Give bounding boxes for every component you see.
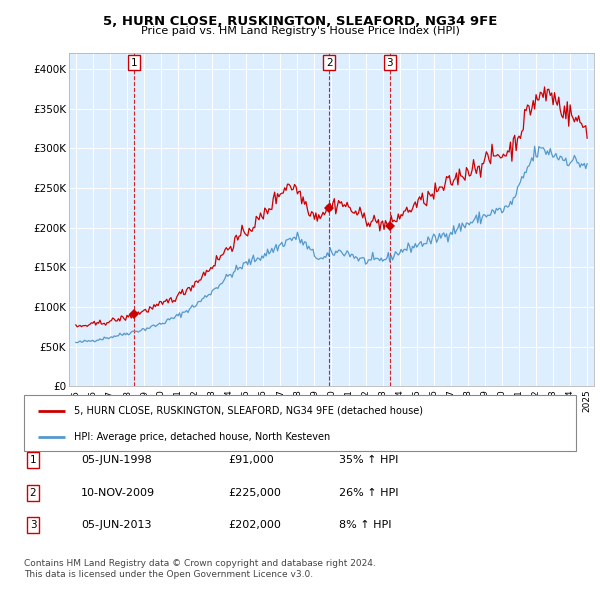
Text: This data is licensed under the Open Government Licence v3.0.: This data is licensed under the Open Gov…: [24, 571, 313, 579]
Text: HPI: Average price, detached house, North Kesteven: HPI: Average price, detached house, Nort…: [74, 432, 330, 442]
Text: £225,000: £225,000: [228, 488, 281, 497]
Text: 2: 2: [326, 58, 332, 68]
Text: £202,000: £202,000: [228, 520, 281, 530]
Text: 8% ↑ HPI: 8% ↑ HPI: [339, 520, 391, 530]
Text: Price paid vs. HM Land Registry's House Price Index (HPI): Price paid vs. HM Land Registry's House …: [140, 26, 460, 36]
Text: Contains HM Land Registry data © Crown copyright and database right 2024.: Contains HM Land Registry data © Crown c…: [24, 559, 376, 568]
Text: 3: 3: [29, 520, 37, 530]
Text: 05-JUN-2013: 05-JUN-2013: [81, 520, 151, 530]
Text: 2: 2: [29, 488, 37, 497]
Text: 26% ↑ HPI: 26% ↑ HPI: [339, 488, 398, 497]
Text: £91,000: £91,000: [228, 455, 274, 465]
Text: 5, HURN CLOSE, RUSKINGTON, SLEAFORD, NG34 9FE: 5, HURN CLOSE, RUSKINGTON, SLEAFORD, NG3…: [103, 15, 497, 28]
Text: 5, HURN CLOSE, RUSKINGTON, SLEAFORD, NG34 9FE (detached house): 5, HURN CLOSE, RUSKINGTON, SLEAFORD, NG3…: [74, 406, 422, 416]
Text: 1: 1: [131, 58, 137, 68]
Text: 35% ↑ HPI: 35% ↑ HPI: [339, 455, 398, 465]
Text: 1: 1: [29, 455, 37, 465]
Text: 10-NOV-2009: 10-NOV-2009: [81, 488, 155, 497]
Text: 05-JUN-1998: 05-JUN-1998: [81, 455, 152, 465]
Text: 3: 3: [386, 58, 393, 68]
